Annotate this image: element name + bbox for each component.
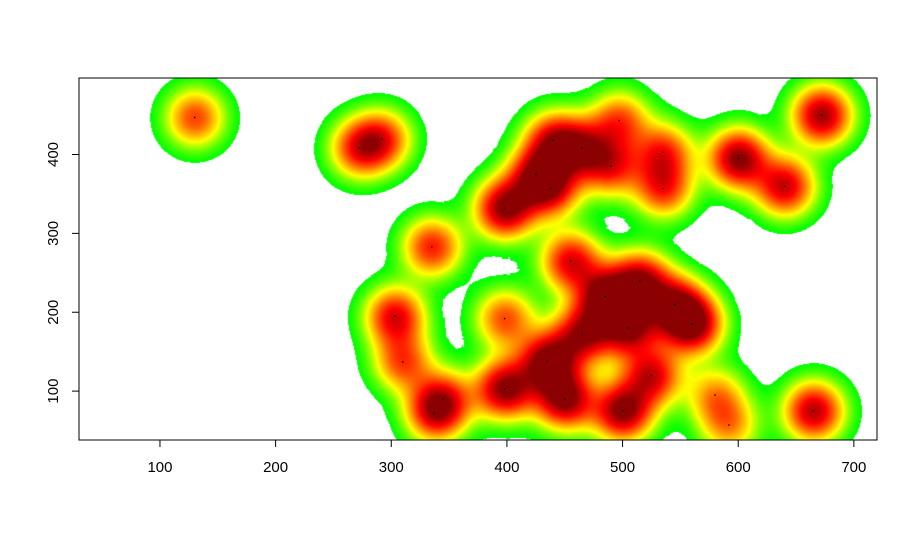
heat-point-3: [393, 315, 396, 317]
heat-point-10: [503, 207, 506, 209]
heat-point-31: [728, 424, 730, 426]
heat-point-34: [812, 410, 815, 412]
x-tick-label-400: 400: [494, 459, 519, 476]
heat-point-21: [618, 119, 620, 122]
heat-point-23: [627, 327, 630, 329]
heat-point-14: [552, 139, 554, 142]
heat-point-20: [610, 165, 612, 168]
heat-point-22: [621, 410, 624, 412]
heat-point-11: [535, 173, 537, 176]
y-tick-label-200: 200: [45, 300, 62, 325]
heat-point-2: [381, 137, 383, 140]
x-tick-label-100: 100: [147, 459, 172, 476]
heat-point-12: [546, 360, 549, 362]
heat-point-0: [193, 116, 196, 119]
heat-point-13: [550, 187, 552, 190]
heat-point-16: [569, 260, 572, 262]
x-axis: 100 200 300 400 500 600 700: [147, 439, 866, 476]
heat-point-29: [691, 323, 693, 325]
y-tick-label-100: 100: [45, 379, 62, 404]
heat-point-4: [402, 361, 404, 363]
x-tick-label-600: 600: [726, 459, 751, 476]
x-tick-label-700: 700: [841, 459, 866, 476]
heat-point-27: [662, 151, 664, 153]
heat-image: [79, 78, 877, 440]
y-tick-label-300: 300: [45, 221, 62, 246]
heat-point-24: [639, 279, 641, 282]
heat-point-26: [662, 187, 664, 190]
x-tick-label-500: 500: [610, 459, 635, 476]
heat-point-19: [604, 295, 607, 298]
heat-point-25: [650, 374, 653, 377]
heat-point-18: [581, 147, 583, 149]
heat-blobs: [79, 78, 877, 440]
heat-point-1: [358, 147, 360, 149]
x-tick-label-200: 200: [263, 459, 288, 476]
heat-point-15: [563, 398, 566, 400]
heat-point-9: [503, 317, 506, 320]
heat-point-17: [581, 333, 583, 336]
y-tick-label-400: 400: [45, 142, 62, 167]
heat-point-30: [714, 394, 716, 396]
heat-point-33: [783, 185, 786, 187]
heat-point-32: [737, 157, 740, 160]
heat-point-28: [673, 303, 676, 306]
heat-point-35: [820, 114, 823, 116]
heat-point-5: [430, 245, 433, 248]
heat-point-7: [442, 398, 445, 400]
y-axis: 100 200 300 400: [45, 142, 80, 404]
heat-point-6: [433, 412, 435, 414]
x-tick-label-300: 300: [379, 459, 404, 476]
heat-point-8: [503, 387, 506, 390]
